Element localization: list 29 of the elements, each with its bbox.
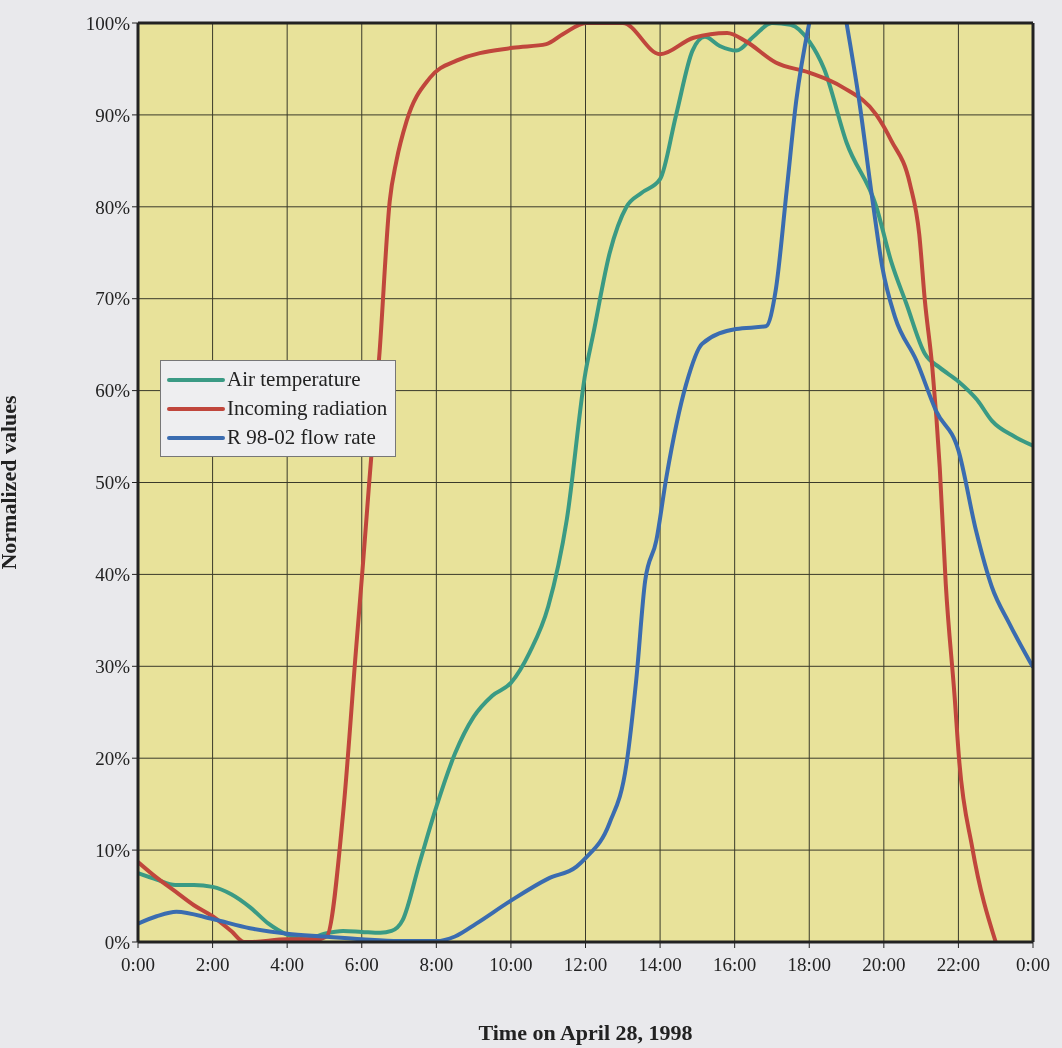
x-tick-label: 2:00 [195, 954, 230, 976]
legend-label: Air temperature [227, 366, 361, 393]
y-tick-label: 90% [95, 104, 131, 126]
y-tick-label: 10% [95, 839, 131, 861]
x-tick-label: 0:00 [121, 954, 155, 976]
x-axis-title: Time on April 28, 1998 [478, 1020, 693, 1045]
x-tick-label: 10:00 [489, 954, 533, 976]
x-tick-label: 14:00 [638, 954, 682, 976]
x-tick-label: 12:00 [563, 954, 608, 976]
y-tick-label: 80% [95, 196, 131, 218]
x-tick-label: 0:00 [1016, 954, 1050, 976]
x-tick-label: 16:00 [713, 954, 757, 976]
legend-label: Incoming radiation [227, 395, 388, 422]
y-tick-label: 40% [95, 564, 131, 586]
x-tick-label: 20:00 [862, 954, 906, 976]
legend-label: R 98-02 flow rate [227, 424, 376, 451]
x-tick-label: 4:00 [270, 954, 305, 976]
y-axis-title: Normalized values [0, 395, 21, 570]
x-tick-label: 8:00 [419, 954, 454, 976]
y-tick-label: 50% [95, 472, 131, 494]
y-tick-label: 0% [104, 931, 131, 953]
y-tick-label: 70% [95, 288, 131, 310]
y-tick-label: 60% [95, 380, 131, 402]
x-tick-label: 22:00 [936, 954, 981, 976]
x-tick-label: 6:00 [344, 954, 379, 976]
y-tick-label: 30% [95, 656, 131, 678]
x-tick-label: 18:00 [787, 954, 831, 976]
y-tick-label: 20% [95, 747, 131, 769]
y-tick-label: 100% [85, 12, 131, 34]
